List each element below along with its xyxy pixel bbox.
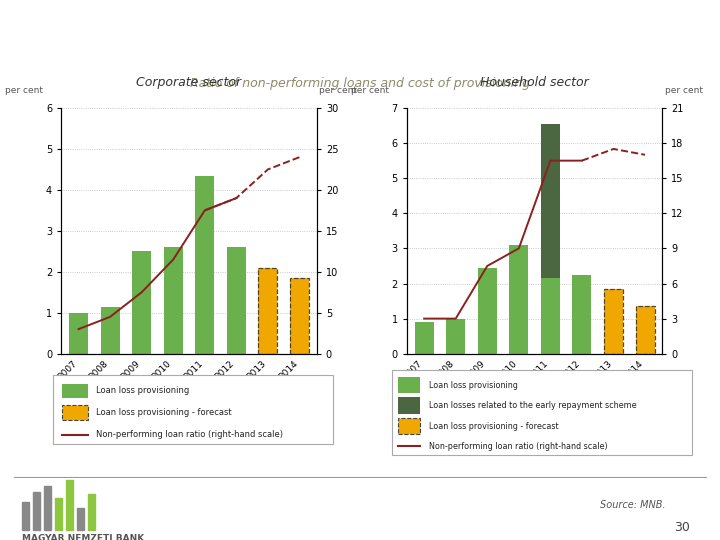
Bar — [22, 502, 29, 530]
Text: MAGYAR NEMZETI BANK: MAGYAR NEMZETI BANK — [22, 534, 144, 540]
Text: Loan loss provisioning - forecast: Loan loss provisioning - forecast — [429, 422, 559, 430]
Bar — [415, 322, 433, 354]
Bar — [88, 494, 95, 530]
Bar — [258, 268, 277, 354]
Bar — [163, 247, 183, 354]
Bar — [604, 289, 623, 354]
Bar — [572, 275, 591, 354]
Bar — [62, 383, 88, 398]
Bar — [69, 313, 88, 354]
Bar — [227, 247, 246, 354]
Text: per cent: per cent — [320, 86, 357, 95]
Title: Corporate sector: Corporate sector — [136, 76, 242, 89]
Text: per cent: per cent — [351, 86, 389, 95]
Text: Non-performing loan ratio (right-hand scale): Non-performing loan ratio (right-hand sc… — [96, 430, 284, 439]
Bar — [290, 278, 309, 354]
Bar — [66, 480, 73, 530]
Text: 30: 30 — [674, 522, 690, 535]
Text: Non-performing loan ratio (right-hand scale): Non-performing loan ratio (right-hand sc… — [429, 442, 608, 451]
Bar — [33, 492, 40, 530]
Bar — [636, 306, 654, 354]
Bar — [398, 377, 420, 393]
Bar — [55, 498, 62, 530]
Bar — [62, 406, 88, 420]
Bar — [398, 397, 420, 414]
Text: Loan loss provisioning - forecast: Loan loss provisioning - forecast — [96, 408, 232, 417]
Text: Loan losses related to the early repayment scheme: Loan losses related to the early repayme… — [429, 401, 636, 410]
Bar — [604, 289, 623, 354]
Text: per cent: per cent — [5, 86, 43, 95]
Text: Source: MNB.: Source: MNB. — [600, 500, 665, 510]
FancyBboxPatch shape — [392, 370, 692, 455]
Text: per cent: per cent — [665, 86, 703, 95]
Bar — [195, 176, 215, 354]
Text: Managing deteriorating portfolio quaility remains a key
challenge: Managing deteriorating portfolio quailit… — [78, 13, 642, 55]
Text: Ratio of non-performing loans and cost of provisioning: Ratio of non-performing loans and cost o… — [190, 77, 530, 90]
Bar — [290, 278, 309, 354]
Bar — [541, 124, 560, 278]
Bar — [509, 245, 528, 354]
Title: Household sector: Household sector — [480, 76, 589, 89]
Bar — [398, 418, 420, 434]
Text: Loan loss provisioning: Loan loss provisioning — [96, 386, 190, 395]
Bar — [478, 268, 497, 354]
Bar — [258, 268, 277, 354]
FancyBboxPatch shape — [53, 375, 333, 444]
Bar — [101, 307, 120, 354]
Bar — [636, 306, 654, 354]
Text: Loan loss provisioning: Loan loss provisioning — [429, 381, 518, 389]
Bar — [446, 319, 465, 354]
Bar — [132, 251, 151, 354]
Bar — [44, 486, 51, 530]
Bar — [77, 508, 84, 530]
Bar — [541, 278, 560, 354]
